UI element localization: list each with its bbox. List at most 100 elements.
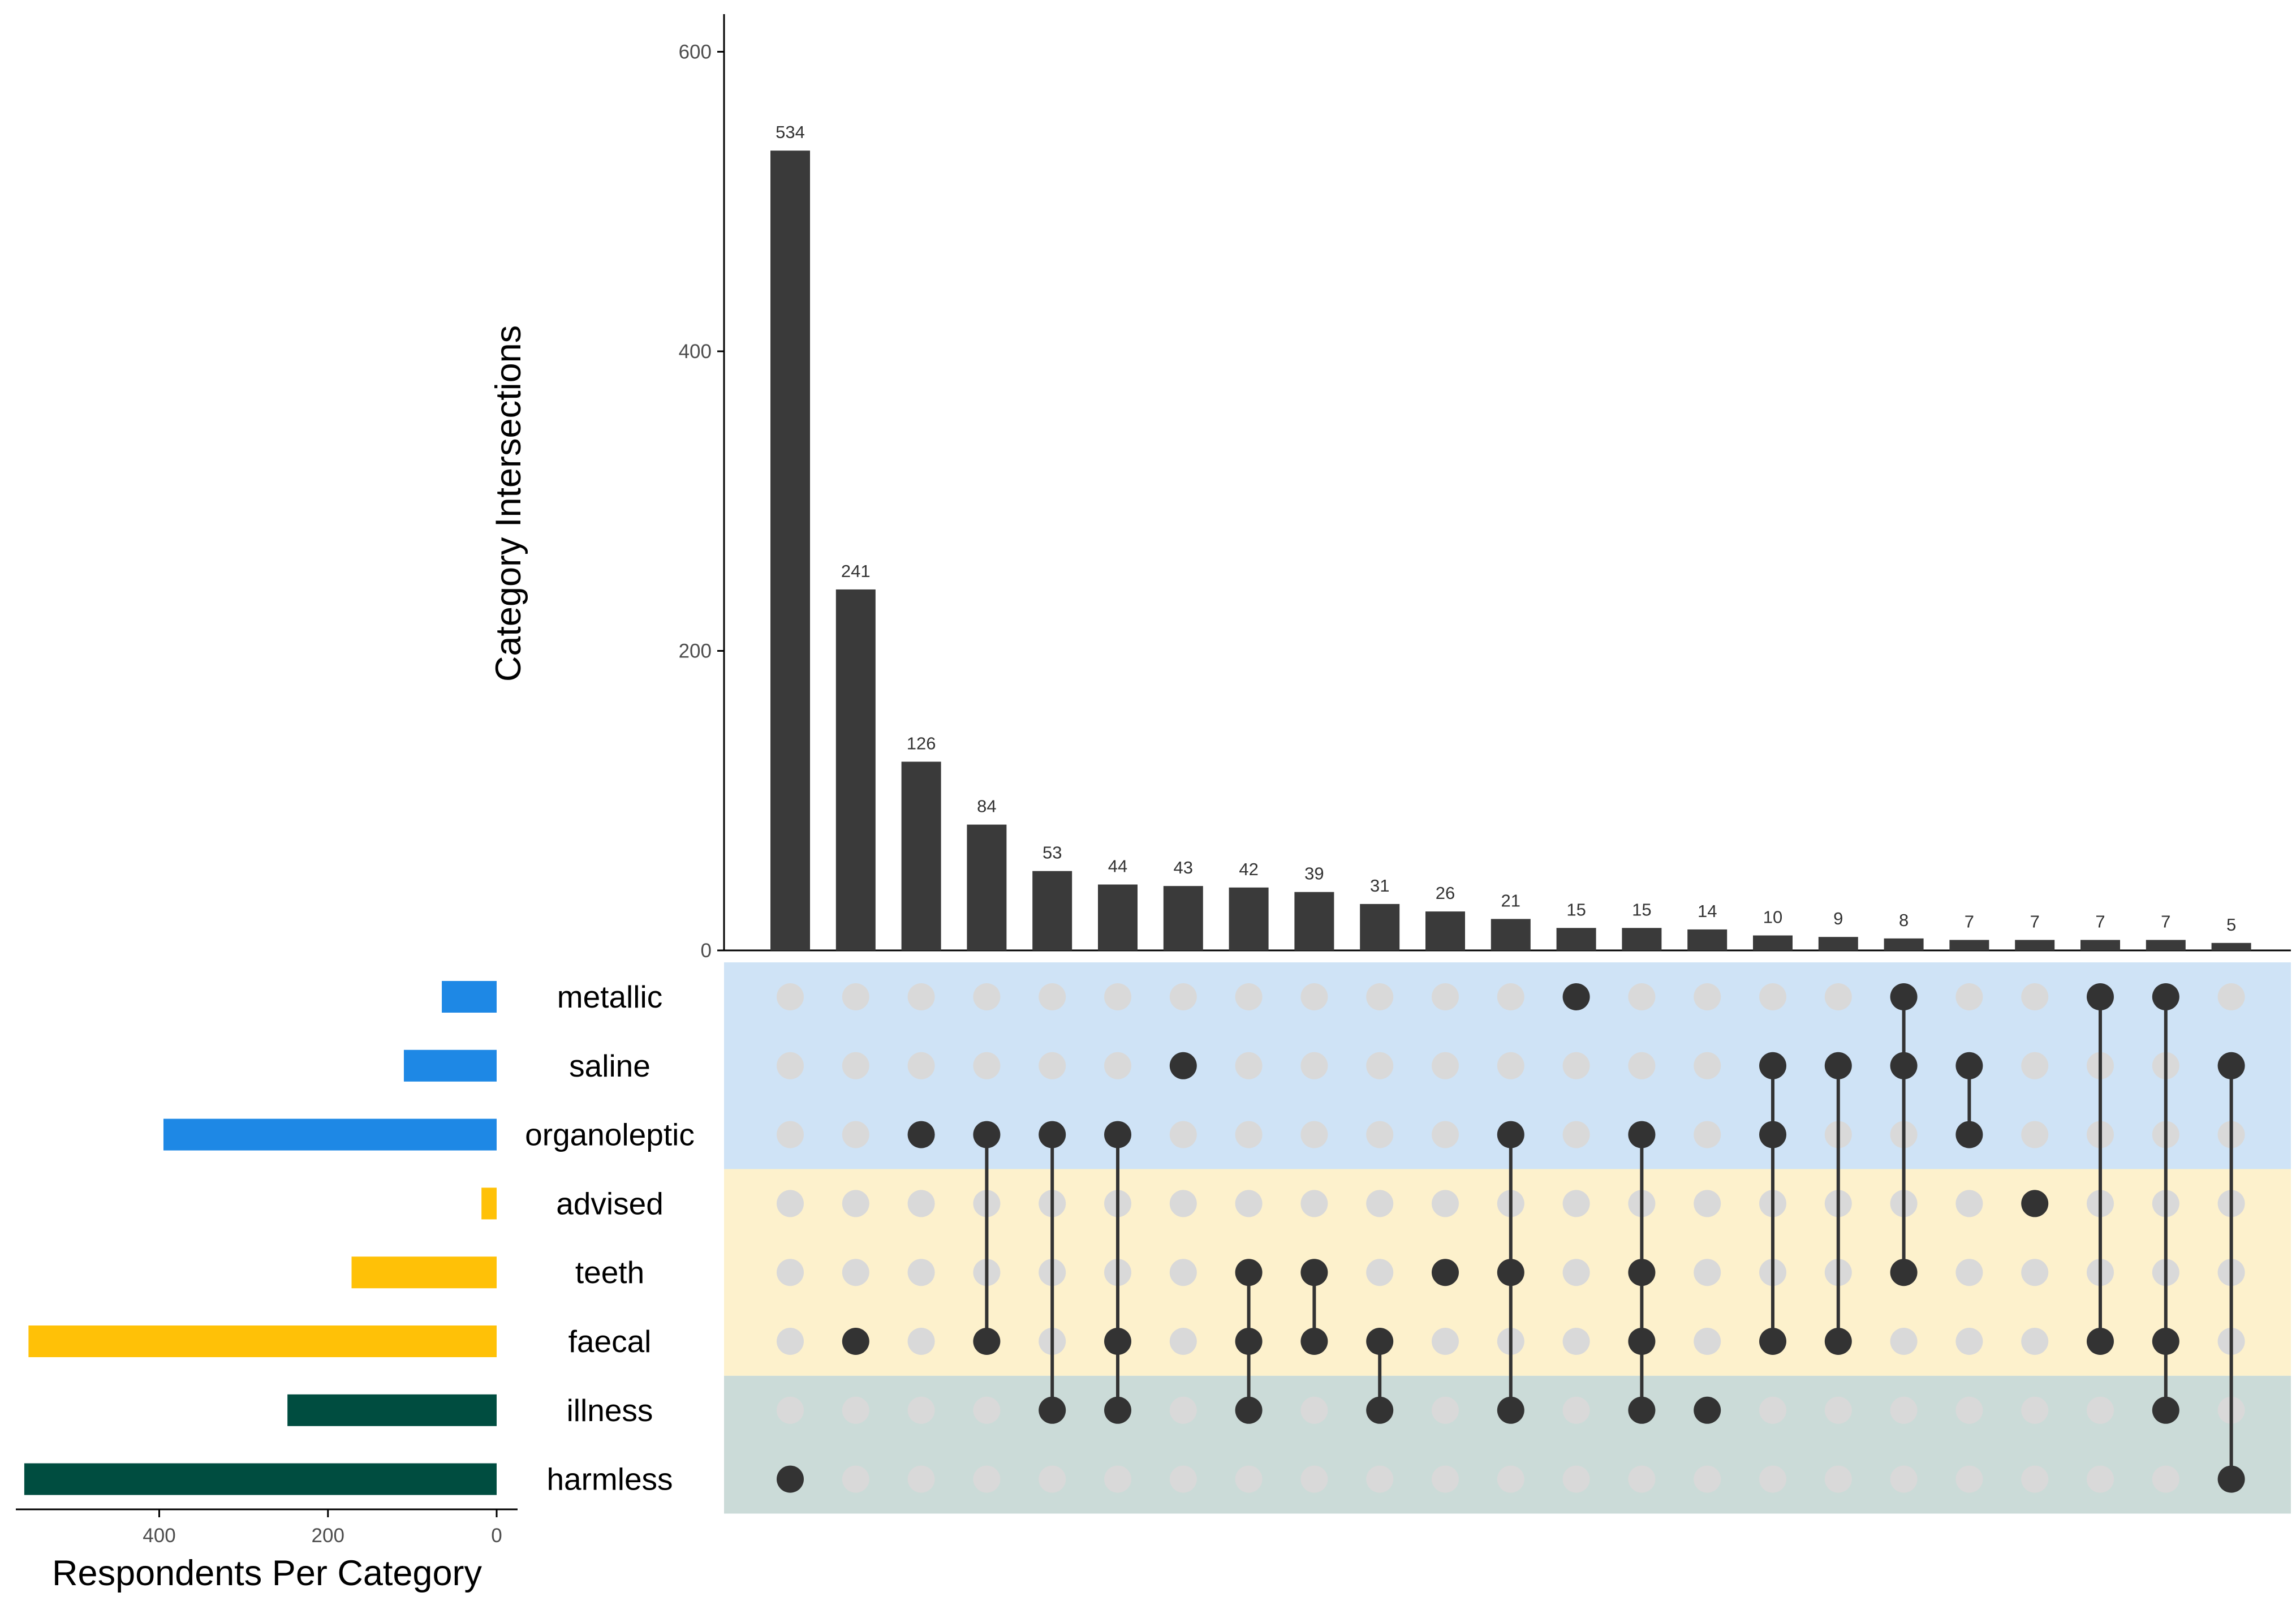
matrix-dot-inactive [907,1396,935,1424]
matrix-dot-inactive [1824,1396,1852,1424]
matrix-dot-inactive [777,1190,804,1217]
matrix-dot-active [1366,1396,1394,1424]
intersection-bar-label: 53 [1043,843,1062,863]
intersection-bar [2146,940,2186,950]
matrix-dot-active [1300,1259,1328,1286]
intersection-bar [1491,919,1531,950]
intersection-bar [1622,928,1662,950]
intersection-bar [770,150,810,950]
matrix-dot-inactive [1366,1121,1394,1148]
matrix-dot-inactive [1366,1465,1394,1493]
matrix-dot-inactive [1562,1121,1590,1148]
intersection-bar-label: 7 [2030,911,2040,931]
matrix-dot-active [973,1328,1001,1355]
matrix-dot-inactive [1955,983,1983,1010]
intersection-bar-label: 14 [1698,901,1717,921]
matrix-dot-active [2087,983,2114,1010]
intersection-bar [1163,886,1203,950]
matrix-dot-inactive [1432,1328,1459,1355]
matrix-dot-inactive [973,1465,1001,1493]
intersection-bar-label: 26 [1436,883,1455,903]
matrix-dot-active [1955,1121,1983,1148]
matrix-dot-active [1759,1121,1786,1148]
matrix-dot-inactive [1955,1465,1983,1493]
intersection-bar-label: 241 [841,561,871,581]
intersection-bar [1818,937,1858,950]
matrix-dot-active [842,1328,869,1355]
matrix-dot-inactive [1300,1396,1328,1424]
matrix-dot-inactive [1169,1259,1197,1286]
matrix-dot-active [1366,1328,1394,1355]
set-label-metallic: metallic [557,979,662,1014]
set-size-bars [24,981,497,1495]
matrix-dot-inactive [1432,1121,1459,1148]
matrix-dot-active [1628,1259,1656,1286]
intersection-bar [1556,928,1596,950]
matrix-dot-inactive [973,983,1001,1010]
matrix-dot-active [1104,1121,1131,1148]
matrix-dot-inactive [1562,1328,1590,1355]
matrix-dot-inactive [1628,1465,1656,1493]
set-size-axis: Respondents Per Category [16,1508,518,1593]
matrix-dot-inactive [2021,1396,2049,1424]
intersection-bar-label: 42 [1239,859,1258,879]
matrix-dot-inactive [1169,1465,1197,1493]
intersection-bar [2015,940,2055,950]
matrix-dot-inactive [777,1121,804,1148]
intersection-bar-label: 15 [1566,900,1586,919]
set-size-bar-organoleptic [163,1118,497,1151]
intersection-bar [967,824,1007,950]
matrix-dot-active [1235,1328,1263,1355]
matrix-dot-inactive [777,983,804,1010]
intersection-bar [1884,938,1924,950]
matrix-dot-inactive [2021,983,2049,1010]
matrix-dot-inactive [2021,1259,2049,1286]
set-tick-label: 0 [491,1525,502,1547]
matrix-dot-inactive [907,1259,935,1286]
intersection-bar-label: 31 [1370,876,1389,896]
set-axis-ticks: 400 200 0 [143,1509,502,1547]
matrix-dot-active [1104,1396,1131,1424]
intersection-bar-label: 15 [1632,900,1651,919]
matrix-dot-inactive [907,983,935,1010]
intersection-bar [1949,940,1989,950]
matrix-dot-active [1169,1052,1197,1079]
intersection-bar-label: 21 [1501,890,1520,910]
set-label-advised: advised [556,1186,664,1221]
matrix-dot-inactive [1759,1465,1786,1493]
matrix-dot-active [2021,1190,2049,1217]
matrix-dot-active [1039,1121,1066,1148]
matrix-dot-inactive [1890,1328,1918,1355]
matrix-dot-inactive [1366,1052,1394,1079]
matrix-dot-inactive [1562,1259,1590,1286]
matrix-dot-active [2087,1328,2114,1355]
matrix-dot-inactive [1694,1052,1721,1079]
matrix-dot-active [1432,1259,1459,1286]
intersection-bar-label: 84 [977,797,996,816]
set-label-organoleptic: organoleptic [525,1117,695,1152]
matrix-dot-active [2152,1328,2179,1355]
matrix-dot-inactive [777,1259,804,1286]
intersection-bar [1687,929,1728,950]
matrix-dot-inactive [1890,1396,1918,1424]
matrix-dot-inactive [1694,1465,1721,1493]
matrix-dot-inactive [1300,1190,1328,1217]
intersection-bar-label: 5 [2226,915,2236,935]
matrix-dot-inactive [2021,1465,2049,1493]
set-size-bar-faecal [28,1325,497,1357]
matrix-dot-inactive [1955,1328,1983,1355]
matrix-dot-active [1759,1328,1786,1355]
matrix-dot-inactive [1366,1259,1394,1286]
matrix-dot-inactive [1300,1465,1328,1493]
matrix-dot-inactive [907,1328,935,1355]
matrix-dot-active [1955,1052,1983,1079]
intersection-bar-label: 9 [1833,909,1843,928]
intersection-bar-labels: 534 241 126 84 53 44 43 42 39 31 26 21 15 15 14 10 9 8 7 7 7… [776,122,2236,935]
set-axis-title: Respondents Per Category [52,1553,482,1593]
matrix-dot-inactive [1366,983,1394,1010]
matrix-dot-inactive [1824,1465,1852,1493]
matrix-dot-inactive [2087,1465,2114,1493]
intersection-bar-label: 44 [1108,857,1127,876]
matrix-dot-active [2152,983,2179,1010]
